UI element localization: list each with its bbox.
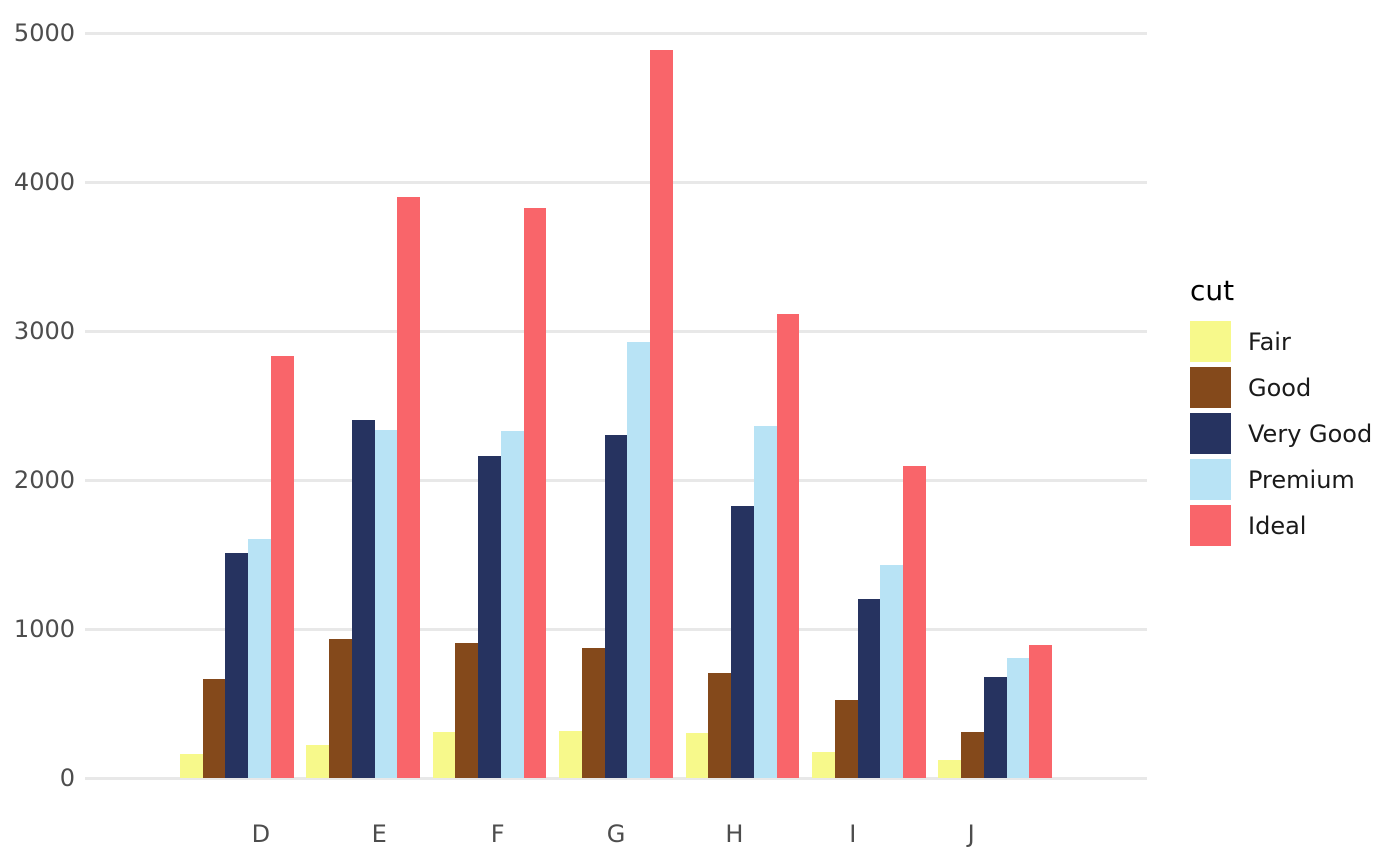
bar-F-ideal bbox=[523, 207, 547, 778]
legend-item-premium: Premium bbox=[1190, 459, 1372, 500]
bar-cluster-E bbox=[306, 14, 420, 778]
bar-E-premium bbox=[374, 429, 398, 778]
bar-J-ideal bbox=[1029, 644, 1053, 778]
bar-group-J bbox=[932, 14, 1058, 778]
bar-F-premium bbox=[500, 430, 524, 778]
bar-cluster-F bbox=[432, 14, 547, 778]
bar-group-D bbox=[173, 14, 299, 778]
x-tick-label-H: H bbox=[725, 820, 744, 848]
legend-swatch-very-good bbox=[1190, 413, 1231, 454]
bar-group-G bbox=[553, 14, 679, 778]
bar-G-very-good bbox=[604, 435, 628, 778]
legend-swatch-premium bbox=[1190, 459, 1231, 500]
y-tick-label-3000: 3000 bbox=[13, 317, 75, 346]
legend-item-fair: Fair bbox=[1190, 321, 1372, 362]
bar-D-premium bbox=[248, 539, 271, 778]
legend-items: Fair Good Very Good Premium Ideal bbox=[1190, 321, 1372, 546]
legend-item-very-good: Very Good bbox=[1190, 413, 1372, 454]
bar-I-ideal bbox=[903, 466, 926, 778]
legend-label-ideal: Ideal bbox=[1248, 511, 1307, 540]
bar-D-ideal bbox=[270, 355, 294, 778]
bar-G-ideal bbox=[650, 50, 673, 778]
bar-I-fair bbox=[812, 751, 835, 778]
bar-J-premium bbox=[1006, 657, 1030, 778]
y-tick-label-1000: 1000 bbox=[13, 615, 75, 643]
bar-H-ideal bbox=[776, 313, 800, 778]
bar-H-premium bbox=[753, 426, 777, 778]
bar-J-fair bbox=[938, 760, 962, 778]
legend-swatch-fair bbox=[1190, 321, 1231, 362]
bar-group-E bbox=[300, 14, 426, 778]
legend: cut Fair Good Very Good Premium Ideal bbox=[1190, 274, 1372, 551]
bar-H-very-good bbox=[731, 506, 754, 778]
legend-label-very-good: Very Good bbox=[1248, 419, 1373, 448]
legend-item-ideal: Ideal bbox=[1190, 505, 1372, 546]
bar-F-very-good bbox=[478, 455, 501, 778]
bar-G-premium bbox=[627, 342, 651, 778]
x-tick-label-D: D bbox=[251, 820, 271, 848]
y-tick-label-5000: 5000 bbox=[13, 19, 75, 48]
bars-layer bbox=[85, 14, 1147, 778]
bar-cluster-H bbox=[685, 14, 800, 778]
legend-label-good: Good bbox=[1248, 373, 1312, 402]
bar-E-ideal bbox=[397, 196, 420, 778]
gridline-0 bbox=[85, 776, 1147, 780]
bar-G-fair bbox=[559, 731, 582, 778]
bar-F-fair bbox=[432, 731, 456, 778]
legend-swatch-good bbox=[1190, 367, 1231, 408]
bar-cluster-I bbox=[812, 14, 926, 778]
x-tick-label-G: G bbox=[606, 820, 626, 848]
bar-E-good bbox=[329, 639, 352, 778]
gridline-4000 bbox=[85, 180, 1147, 184]
bar-D-very-good bbox=[225, 552, 249, 778]
bar-group-H bbox=[679, 14, 805, 778]
bar-cluster-D bbox=[179, 14, 294, 778]
bar-H-good bbox=[708, 673, 732, 778]
legend-label-premium: Premium bbox=[1248, 465, 1355, 494]
x-tick-label-E: E bbox=[371, 820, 387, 848]
legend-title: cut bbox=[1190, 274, 1235, 307]
bar-D-good bbox=[202, 679, 226, 778]
bar-group-I bbox=[806, 14, 932, 778]
bar-H-fair bbox=[685, 732, 709, 778]
legend-swatch-ideal bbox=[1190, 505, 1231, 546]
bar-E-very-good bbox=[351, 420, 375, 778]
gridline-3000 bbox=[85, 329, 1147, 333]
x-tick-label-J: J bbox=[967, 820, 975, 848]
x-tick-label-F: F bbox=[490, 820, 505, 848]
x-tick-label-I: I bbox=[849, 820, 857, 848]
y-axis: 0 1000 2000 3000 4000 5000 bbox=[0, 14, 75, 792]
bar-cluster-G bbox=[559, 14, 673, 778]
bar-J-good bbox=[961, 732, 984, 778]
legend-label-fair: Fair bbox=[1248, 327, 1291, 356]
bar-cluster-J bbox=[938, 14, 1053, 778]
gridline-5000 bbox=[85, 31, 1147, 35]
y-tick-label-0: 0 bbox=[59, 764, 75, 792]
plot-panel bbox=[85, 14, 1147, 780]
bar-I-good bbox=[834, 700, 858, 778]
y-tick-label-4000: 4000 bbox=[13, 168, 75, 197]
bar-I-very-good bbox=[857, 598, 881, 778]
x-axis: D E F G H I J bbox=[85, 778, 1147, 858]
bar-J-very-good bbox=[983, 677, 1007, 778]
bar-G-good bbox=[581, 648, 605, 778]
bar-group-F bbox=[426, 14, 552, 778]
legend-item-good: Good bbox=[1190, 367, 1372, 408]
bar-D-fair bbox=[179, 753, 203, 778]
bar-I-premium bbox=[880, 565, 903, 778]
bar-F-good bbox=[455, 642, 479, 778]
bar-E-fair bbox=[306, 744, 329, 778]
y-tick-label-2000: 2000 bbox=[13, 466, 75, 495]
